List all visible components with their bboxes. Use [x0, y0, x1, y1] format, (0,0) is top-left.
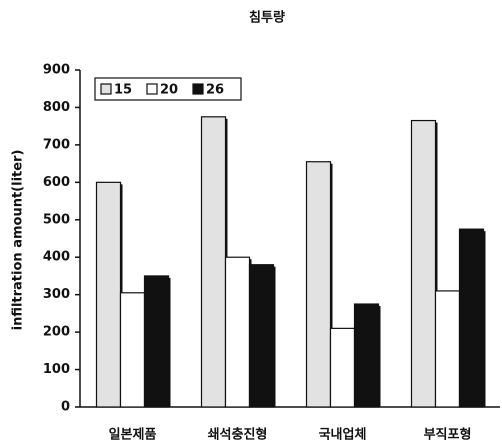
y-tick-label: 400 [43, 250, 70, 265]
legend-box [94, 77, 242, 101]
bar [95, 181, 122, 408]
legend-label: 20 [160, 83, 178, 98]
bar [329, 327, 356, 408]
x-tick-label: 국내업체 [319, 427, 367, 443]
bar [434, 290, 461, 408]
y-tick-label: 500 [43, 212, 70, 227]
bar [224, 256, 251, 408]
bar [143, 275, 170, 408]
y-tick-label: 0 [61, 400, 70, 415]
legend-swatch [192, 83, 204, 95]
chart-title: 침투량 [249, 10, 285, 26]
y-tick-label: 800 [43, 100, 70, 115]
y-tick-label: 700 [43, 137, 70, 152]
legend-label: 26 [206, 83, 224, 98]
bar [410, 119, 437, 408]
y-tick-label: 200 [43, 325, 70, 340]
bar [200, 116, 227, 408]
y-tick-label: 900 [43, 63, 70, 78]
y-axis-label: infiltration amount(liter) [11, 150, 26, 331]
bar [305, 161, 332, 408]
bar [248, 264, 275, 408]
x-tick-label: 쇄석충진형 [208, 427, 268, 443]
legend-swatch [146, 83, 158, 95]
legend-label: 15 [114, 83, 132, 98]
legend-swatch [100, 83, 112, 95]
x-tick-label: 부직포형 [424, 427, 472, 443]
y-tick-label: 300 [43, 287, 70, 302]
bar [353, 303, 380, 408]
x-tick-label: 일본제품 [109, 428, 157, 443]
y-tick-label: 600 [43, 175, 70, 190]
bar [119, 292, 146, 408]
bar [458, 228, 485, 408]
y-tick-label: 100 [43, 362, 70, 377]
